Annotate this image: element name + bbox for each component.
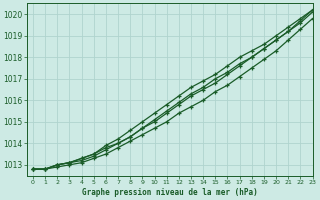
X-axis label: Graphe pression niveau de la mer (hPa): Graphe pression niveau de la mer (hPa) [82,188,258,197]
